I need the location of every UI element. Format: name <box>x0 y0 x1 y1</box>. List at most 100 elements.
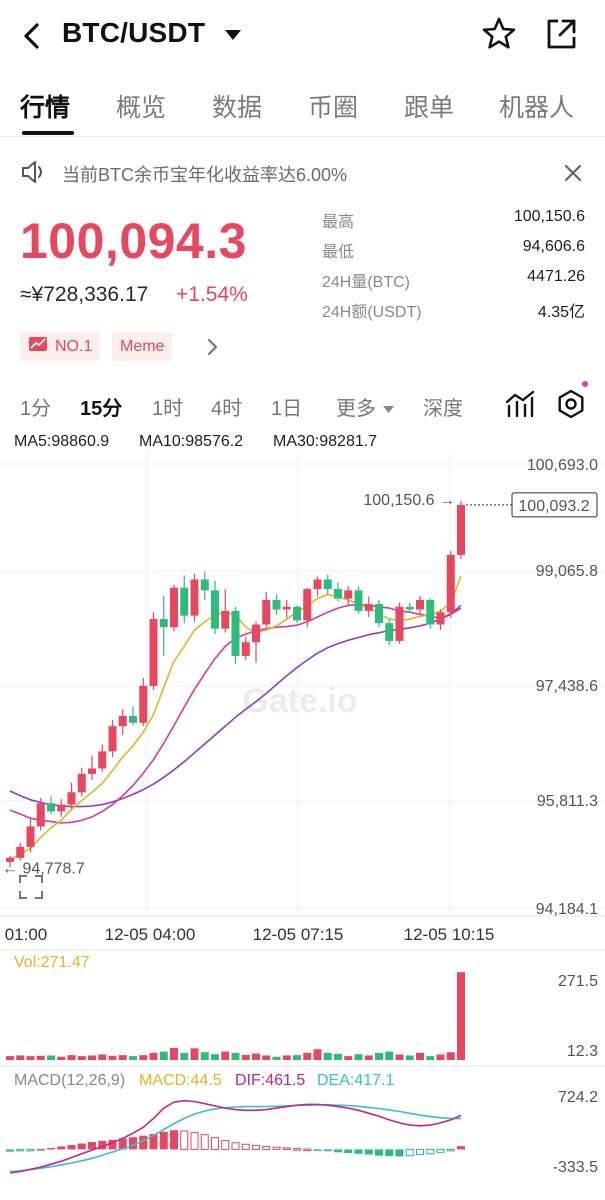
volume-bar <box>149 1052 158 1060</box>
macd-histogram-bar <box>211 1137 219 1150</box>
macd-histogram-bar <box>231 1142 240 1150</box>
chevron-right-icon[interactable] <box>202 334 224 360</box>
interval-more[interactable]: 更多 <box>336 398 376 420</box>
volume-bar <box>344 1056 353 1060</box>
candle-body <box>323 579 332 590</box>
candle-body <box>129 715 137 723</box>
candle-body <box>262 599 271 625</box>
candle-body <box>88 768 96 774</box>
candle-body <box>334 589 342 599</box>
candle-body <box>26 826 35 847</box>
meme-tag[interactable]: Meme <box>112 332 173 361</box>
star-icon[interactable] <box>481 16 517 52</box>
candle-body <box>77 773 86 793</box>
volume-bar <box>385 1051 394 1060</box>
candle-body <box>57 804 66 812</box>
stat-high-label: 最高 <box>322 214 355 231</box>
caret-down-icon[interactable] <box>383 401 394 419</box>
dea-line <box>9 1103 462 1173</box>
interval-1m[interactable]: 1分 <box>20 398 52 420</box>
high-marker: 100,150.6 → <box>363 492 455 509</box>
last-price: 100,094.3 <box>20 213 247 269</box>
close-icon[interactable] <box>560 160 586 186</box>
tab-copy-trading[interactable]: 跟单 <box>404 94 455 122</box>
tab-data[interactable]: 数据 <box>212 94 263 122</box>
candle-body <box>436 612 445 625</box>
cny-price: ≈¥728,336.17 <box>20 283 149 306</box>
macd-histogram-bar <box>303 1148 312 1152</box>
chevron-left-icon[interactable] <box>16 18 48 54</box>
macd-histogram-bar <box>416 1148 424 1156</box>
tab-bots[interactable]: 机器人 <box>499 94 575 122</box>
interval-1h[interactable]: 1时 <box>152 398 184 420</box>
change-percent: +1.54% <box>176 283 248 306</box>
volume-bar <box>170 1048 178 1060</box>
candle-body <box>180 587 189 616</box>
interval-1d[interactable]: 1日 <box>271 398 303 420</box>
candle-body <box>200 579 209 591</box>
candle-body <box>405 606 414 610</box>
candle-body <box>211 590 219 629</box>
volume-bar <box>67 1055 76 1060</box>
macd-histogram-bar <box>293 1148 301 1151</box>
tab-community[interactable]: 币圈 <box>308 94 359 122</box>
indicator-icon[interactable] <box>505 390 535 418</box>
volume-bar <box>436 1054 445 1060</box>
candle-body <box>170 587 178 628</box>
volume-bar <box>426 1056 435 1060</box>
macd-histogram-bar <box>426 1148 435 1155</box>
candle-body <box>231 610 240 656</box>
volume-bar <box>57 1056 66 1060</box>
volume-bar <box>211 1054 219 1060</box>
notice-text: 当前BTC余币宝年化收益率达6.00% <box>62 165 348 185</box>
price-tick-label: 100,693.0 <box>527 457 598 474</box>
macd-histogram-bar <box>36 1149 45 1151</box>
stat-volume-label: 24H量(BTC) <box>322 274 411 291</box>
rank-tag[interactable]: NO.1 <box>20 332 101 361</box>
settings-icon[interactable] <box>555 388 587 420</box>
stat-turnover-label: 24H额(USDT) <box>322 304 422 321</box>
time-axis: 01:00 12-05 04:00 12-05 07:15 12-05 10:15 <box>5 925 495 944</box>
time-tick-label: 12-05 10:15 <box>404 925 495 944</box>
candle-body <box>272 599 281 610</box>
notice-bar[interactable]: 当前BTC余币宝年化收益率达6.00% <box>0 148 605 196</box>
volume-bar <box>98 1054 107 1060</box>
dif-legend: DIF:461.5 <box>235 1072 305 1089</box>
last-price-marker: 100,093.2 <box>518 498 589 515</box>
pair-title[interactable]: BTC/USDT <box>62 17 206 48</box>
macd-histogram-bar <box>446 1148 455 1152</box>
tab-overview[interactable]: 概览 <box>116 94 167 122</box>
tab-active-indicator <box>22 131 74 135</box>
macd-histogram-bar <box>313 1149 322 1151</box>
macd-histogram-bar <box>200 1134 209 1150</box>
macd-histogram-bar <box>149 1133 158 1150</box>
candle-body <box>47 803 55 812</box>
macd-histogram-bar <box>67 1144 76 1150</box>
candle-body <box>426 599 435 625</box>
macd-histogram-bar <box>262 1145 271 1150</box>
tab-market[interactable]: 行情 <box>20 94 71 122</box>
candles <box>6 501 465 868</box>
volume-bar <box>405 1055 414 1060</box>
interval-15m[interactable]: 15分 <box>80 398 123 420</box>
interval-depth[interactable]: 深度 <box>423 398 463 420</box>
stat-turnover-value: 4.35亿 <box>537 304 585 321</box>
volume-bar <box>190 1048 199 1060</box>
price-tick-label: 97,438.6 <box>536 678 598 695</box>
speaker-icon <box>20 159 48 190</box>
expand-icon[interactable] <box>19 875 43 899</box>
volume-bar <box>26 1056 35 1060</box>
volume-bar <box>231 1052 240 1060</box>
time-tick-label: 12-05 07:15 <box>253 925 344 944</box>
volume-pane: Vol:271.47 271.5 12.3 <box>6 954 598 1060</box>
share-icon[interactable] <box>543 16 579 52</box>
volume-bar <box>334 1053 342 1060</box>
macd-histogram-bar <box>98 1140 107 1150</box>
caret-down-icon[interactable] <box>224 28 242 46</box>
interval-4h[interactable]: 4时 <box>211 398 243 420</box>
volume-bar <box>47 1055 55 1060</box>
volume-legend: Vol:271.47 <box>14 954 90 971</box>
kline-chart[interactable]: Gate.io 100,693.0 99,065.8 97,438.6 95,811.… <box>0 450 605 1184</box>
macd-histogram-bar <box>375 1149 383 1156</box>
macd-histogram-bar <box>16 1148 25 1152</box>
